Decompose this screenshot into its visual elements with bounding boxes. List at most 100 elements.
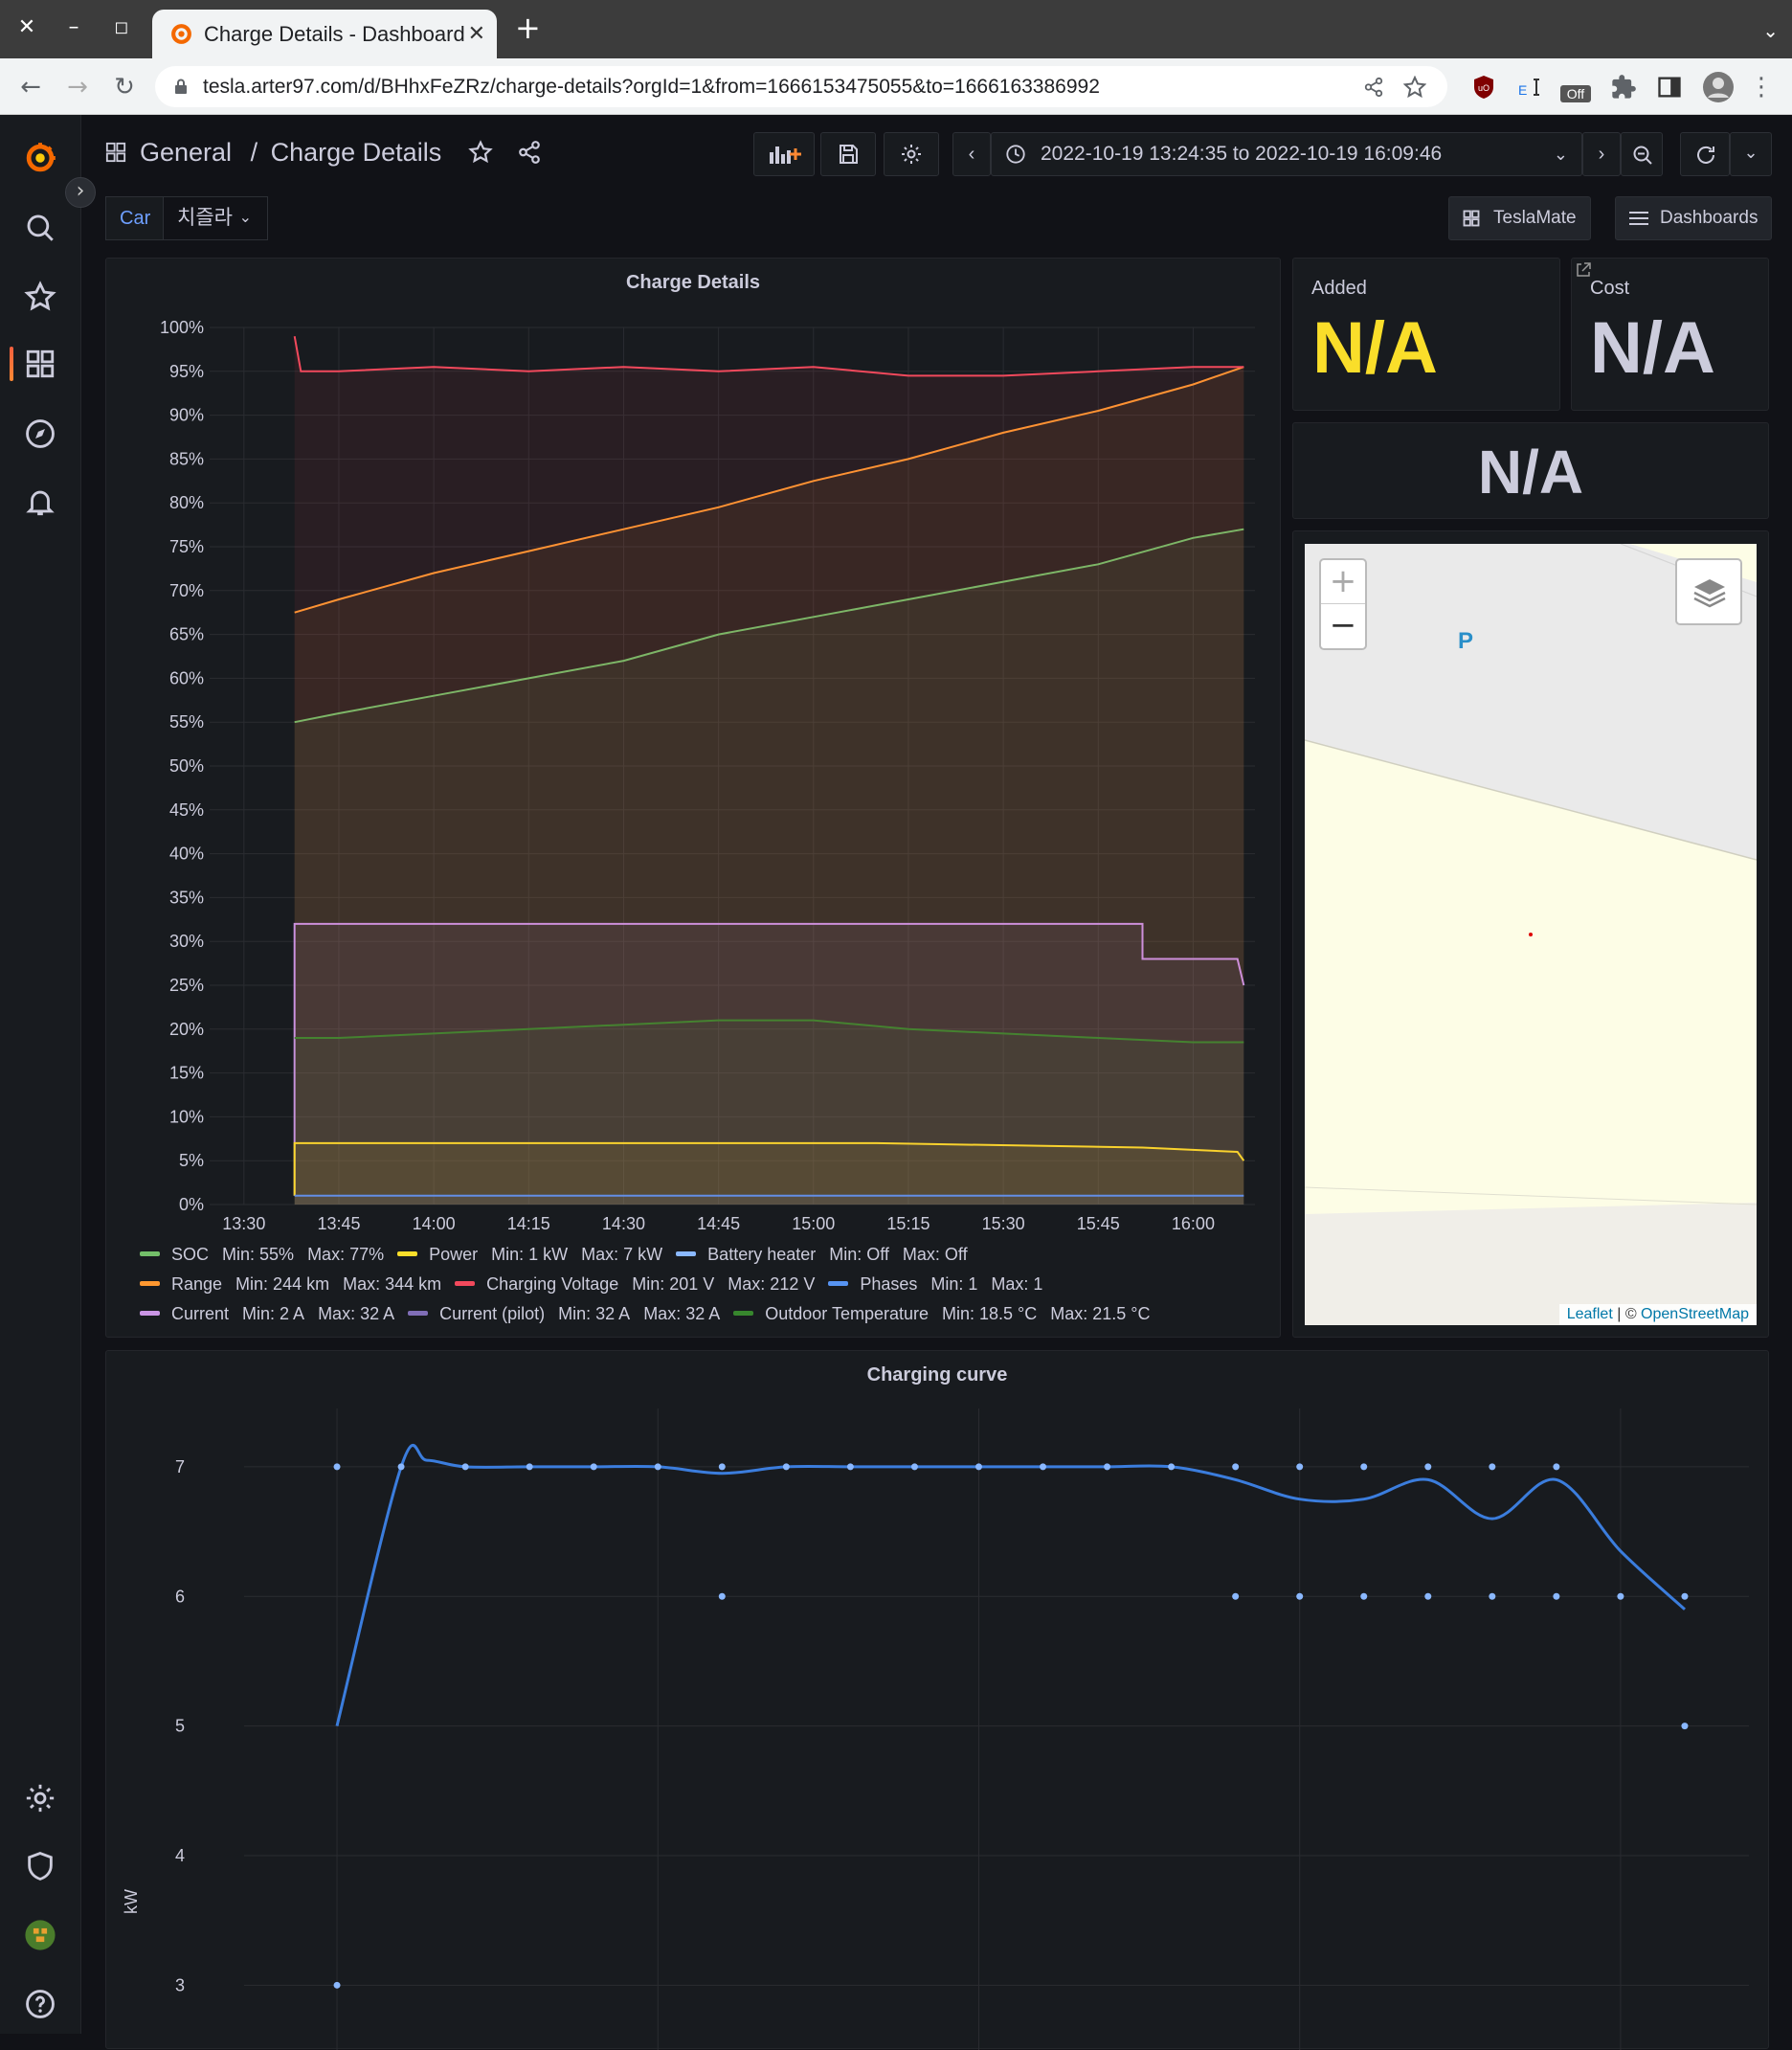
zoom-out-time-button[interactable] [1621,132,1663,176]
charging-curve-title: Charging curve [866,1364,1008,1385]
time-range-picker[interactable]: 2022-10-19 13:24:35 to 2022-10-19 16:09:… [991,132,1582,176]
y-tick-label: 100% [160,318,204,337]
legend-item[interactable]: Phases Min: 1 Max: 1 [828,1274,1042,1294]
reader-extension-icon[interactable]: E [1516,74,1543,101]
refresh-button[interactable] [1680,132,1730,176]
layers-control-button[interactable] [1675,558,1742,625]
refresh-interval-dropdown[interactable]: ⌄ [1730,132,1772,176]
dashboard-settings-button[interactable] [884,132,939,176]
off-extension-icon[interactable]: Off [1560,74,1591,102]
dashboards-link[interactable]: Dashboards [1615,196,1773,240]
legend-item[interactable]: Outdoor Temperature Min: 18.5 °C Max: 21.5… [733,1304,1151,1323]
series-area-outdoor-temperature [294,1020,1244,1205]
sidebar [0,115,81,2034]
tab-search-chevron-icon[interactable]: ⌄ [1762,21,1779,42]
search-icon[interactable] [24,212,56,244]
maximize-window-icon[interactable]: ◻ [114,17,129,37]
legend-min: Min: 2 A [242,1304,305,1323]
legend-series-name: Current (pilot) [439,1304,546,1323]
legend-item[interactable]: Battery heater Min: Off Max: Off [676,1245,968,1264]
add-panel-button[interactable] [753,132,815,176]
help-icon[interactable] [24,1988,56,2020]
lock-icon [175,79,187,94]
charging-curve-chart[interactable]: 3 4 5 6 7 kW [106,1351,1770,2050]
server-admin-shield-icon[interactable] [24,1850,56,1882]
side-panel-icon[interactable] [1656,74,1683,101]
legend-max: Max: 7 kW [581,1245,663,1264]
bookmark-star-icon[interactable] [1403,76,1426,99]
openstreetmap-link[interactable]: OpenStreetMap [1641,1306,1749,1322]
legend-swatch [455,1281,476,1286]
zoom-in-button[interactable]: + [1321,560,1365,604]
external-link-icon[interactable] [1575,261,1592,279]
time-shift-forward-button[interactable]: › [1582,132,1621,176]
variables-row: Car 치즐라 ⌄ TeslaMate Dashboards [81,193,1792,251]
browser-tab[interactable]: Charge Details - Dashboard ✕ [152,10,497,58]
back-icon[interactable]: ← [20,73,41,101]
save-dashboard-button[interactable] [820,132,876,176]
y-tick-label: 15% [169,1064,204,1083]
grafana-logo-icon[interactable] [22,140,58,176]
time-shift-back-button[interactable]: ‹ [952,132,991,176]
charging-point [974,1463,982,1471]
legend-max: Max: 21.5 °C [1050,1304,1151,1323]
legend-swatch [140,1281,160,1286]
y-tick-label: 0% [179,1195,204,1214]
reload-icon[interactable]: ↻ [114,73,135,101]
clock-icon [1006,145,1025,164]
charge-details-chart[interactable]: 0% 5% 10% 15% 20% 25% 30% 35% 40% 45% 50% 55% 60% 65%… [106,259,1282,1235]
teslamate-link[interactable]: TeslaMate [1448,196,1591,240]
charging-point [718,1463,726,1471]
page-title[interactable]: Charge Details [270,138,442,167]
legend-min: Min: Off [829,1245,889,1264]
charging-point [461,1463,469,1471]
minimize-window-icon[interactable]: – [68,15,79,39]
tab-close-icon[interactable]: ✕ [467,22,485,46]
ublock-extension-icon[interactable]: uO [1470,74,1497,101]
legend-item[interactable]: Range Min: 244 km Max: 344 km [140,1274,441,1294]
car-variable-select[interactable]: 치즐라 ⌄ [163,196,268,240]
legend-item[interactable]: SOC Min: 55% Max: 77% [140,1245,384,1264]
forward-icon[interactable]: → [67,73,88,101]
series-area-soc [294,529,1244,1205]
y-tick-label: 80% [169,493,204,512]
y-tick-label: 20% [169,1020,204,1039]
legend-item[interactable]: Current (pilot) Min: 32 A Max: 32 A [408,1304,720,1323]
sidebar-expand-icon[interactable]: › [65,177,96,208]
alerting-bell-icon[interactable] [24,485,56,518]
x-tick-label: 13:30 [222,1214,265,1233]
series-line-soc [294,528,1244,724]
location-map[interactable]: P + − Leaflet | © OpenStreetMap [1305,544,1757,1325]
close-window-icon[interactable]: ✕ [17,15,36,39]
url-field[interactable]: tesla.arter97.com/d/BHhxFeZRz/charge-det… [155,66,1447,107]
starred-icon[interactable] [24,281,56,313]
mark-favorite-star-icon[interactable] [467,140,493,165]
charging-point [1360,1463,1368,1471]
dashboards-icon[interactable] [24,348,56,380]
browser-menu-icon[interactable]: ⋮ [1749,73,1774,101]
y-tick-label: 30% [169,932,204,951]
legend-item[interactable]: Charging Voltage Min: 201 V Max: 212 V [455,1274,815,1294]
charging-point [718,1592,726,1600]
charging-point [590,1463,597,1471]
list-bars-icon [1629,212,1648,225]
extensions-puzzle-icon[interactable] [1610,74,1637,101]
zoom-out-button[interactable]: − [1329,606,1357,644]
share-dashboard-icon[interactable] [517,140,542,165]
configuration-gear-icon[interactable] [24,1782,56,1814]
map-tiles [1305,544,1757,1325]
y-tick-label: 5 [175,1717,185,1736]
charging-point [654,1463,661,1471]
legend-max: Max: 32 A [318,1304,395,1323]
leaflet-link[interactable]: Leaflet [1566,1306,1613,1322]
user-avatar-icon[interactable] [24,1919,56,1951]
legend-swatch [733,1311,754,1316]
profile-avatar-icon[interactable] [1702,71,1735,103]
share-icon[interactable] [1363,77,1384,98]
off-badge: Off [1560,85,1591,102]
legend-item[interactable]: Power Min: 1 kW Max: 7 kW [397,1245,662,1264]
legend-item[interactable]: Current Min: 2 A Max: 32 A [140,1304,394,1323]
explore-compass-icon[interactable] [24,417,56,450]
new-tab-icon[interactable]: + [515,10,541,46]
breadcrumb-folder[interactable]: General [140,138,233,167]
